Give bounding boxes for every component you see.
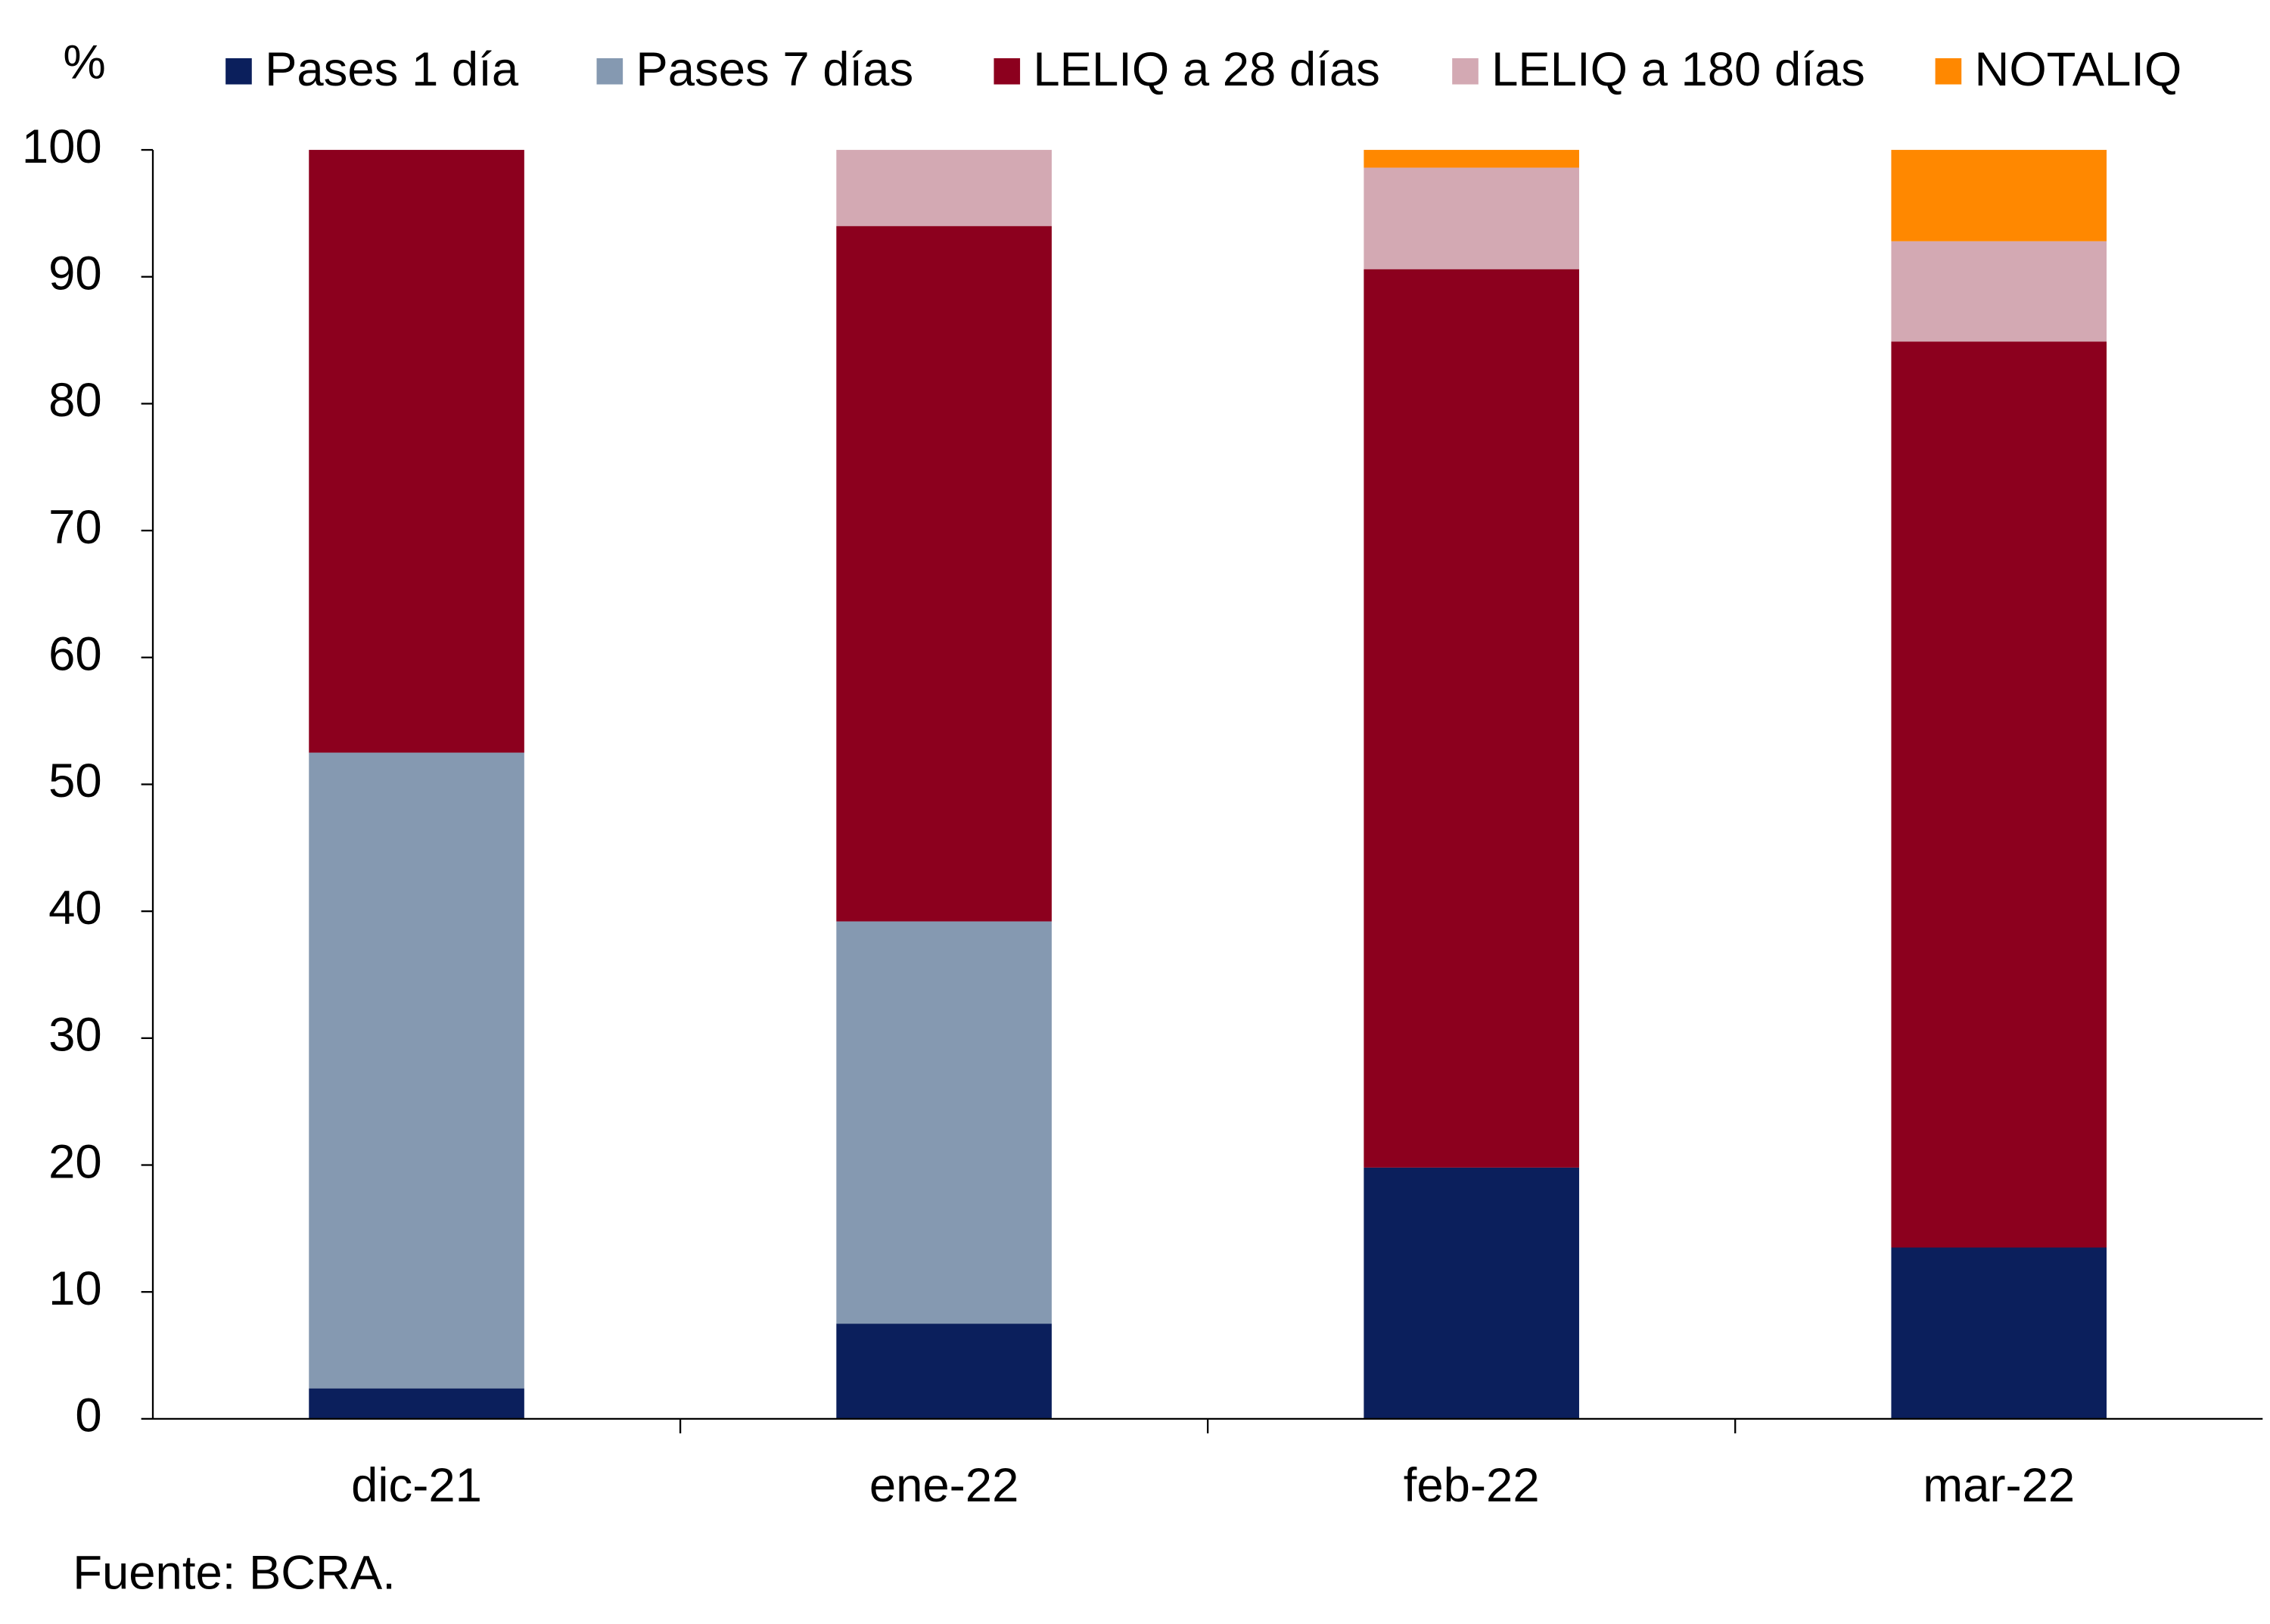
- x-tick-label: mar-22: [1923, 1459, 2075, 1512]
- bar-segment: [309, 150, 524, 753]
- legend-label: LELIQ a 180 días: [1491, 43, 1865, 96]
- legend-label: LELIQ a 28 días: [1033, 43, 1379, 96]
- y-tick-label: 40: [48, 882, 102, 935]
- legend-swatch: [994, 58, 1021, 85]
- bar-segment: [1891, 341, 2107, 1248]
- bar-segment: [836, 1324, 1052, 1419]
- y-unit: %: [63, 36, 105, 89]
- x-tick-label: dic-21: [351, 1459, 482, 1512]
- bar-segment: [1891, 1247, 2107, 1419]
- y-tick-label: 10: [48, 1262, 102, 1315]
- bar-segment: [1891, 150, 2107, 241]
- y-tick-label: 20: [48, 1135, 102, 1188]
- bar-segment: [836, 226, 1052, 922]
- legend-swatch: [225, 58, 252, 85]
- y-tick-label: 100: [22, 120, 102, 173]
- bar-segment: [309, 1388, 524, 1419]
- y-tick-label: 80: [48, 374, 102, 427]
- y-tick-label: 0: [75, 1389, 101, 1442]
- y-tick-label: 30: [48, 1009, 102, 1062]
- legend-label: Pases 7 días: [636, 43, 913, 96]
- x-tick-label: feb-22: [1404, 1459, 1540, 1512]
- y-tick-label: 90: [48, 247, 102, 300]
- legend-label: Pases 1 día: [265, 43, 519, 96]
- bar-segment: [1364, 269, 1579, 1168]
- x-tick-label: ene-22: [869, 1459, 1019, 1512]
- bar-segment: [836, 150, 1052, 226]
- source-note: Fuente: BCRA.: [73, 1546, 396, 1599]
- legend-swatch: [1452, 58, 1479, 85]
- y-tick-label: 50: [48, 754, 102, 807]
- bar-segment: [309, 752, 524, 1389]
- bar-segment: [836, 921, 1052, 1324]
- y-tick-label: 60: [48, 628, 102, 681]
- legend-swatch: [596, 58, 623, 85]
- legend-swatch: [1935, 58, 1962, 85]
- bar-segment: [1891, 241, 2107, 342]
- bar-segment: [1364, 150, 1579, 168]
- bar-segment: [1364, 1167, 1579, 1419]
- bar-segment: [1364, 167, 1579, 269]
- y-tick-label: 70: [48, 501, 102, 554]
- legend-label: NOTALIQ: [1975, 43, 2182, 96]
